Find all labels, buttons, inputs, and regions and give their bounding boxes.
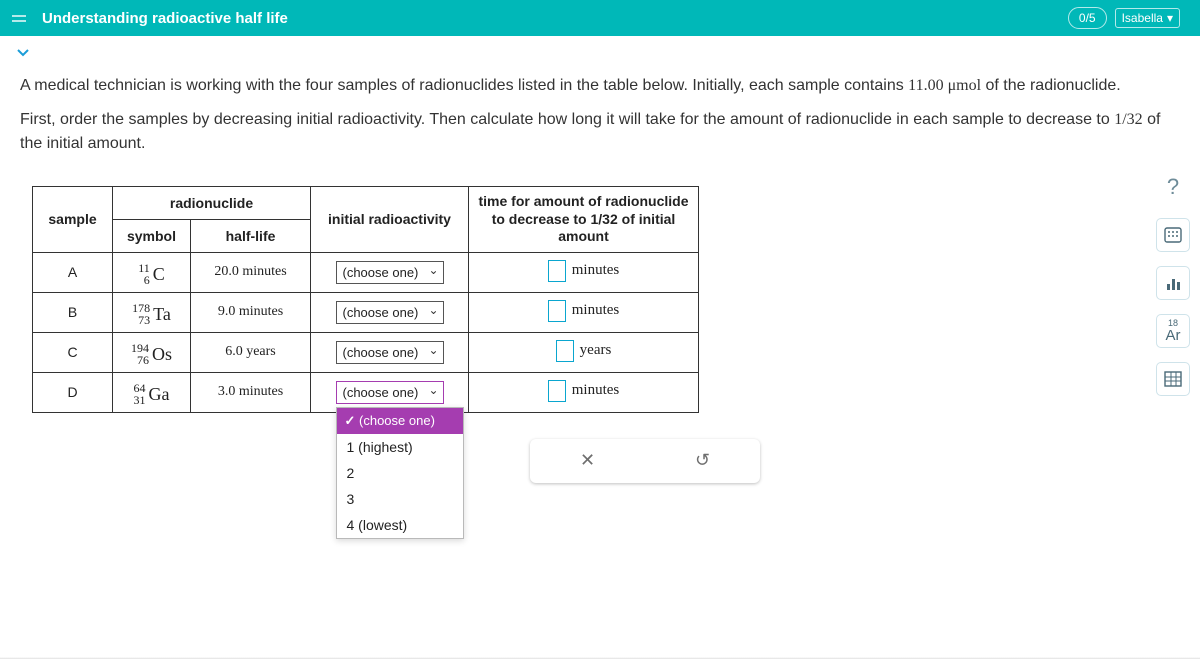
- reset-icon: ↺: [695, 450, 710, 471]
- cell-sample: C: [33, 332, 113, 372]
- time-unit: years: [580, 342, 612, 359]
- col-time: time for amount of radionuclide to decre…: [469, 187, 699, 253]
- dropdown-option[interactable]: 3: [337, 486, 463, 512]
- collapse-row: [0, 36, 1200, 68]
- cell-ira: (choose one): [311, 252, 469, 292]
- help-button[interactable]: ?: [1156, 170, 1190, 204]
- collapse-toggle[interactable]: [12, 42, 34, 64]
- page-title: Understanding radioactive half life: [42, 10, 288, 27]
- col-symbol: symbol: [113, 219, 191, 252]
- cell-sample: D: [33, 372, 113, 412]
- task-text-a: First, order the samples by decreasing i…: [20, 111, 1114, 128]
- user-name: Isabella: [1122, 11, 1163, 25]
- order-select-b[interactable]: (choose one): [336, 301, 444, 324]
- time-unit: minutes: [572, 302, 620, 319]
- time-unit: minutes: [572, 382, 620, 399]
- element-button[interactable]: 18 Ar: [1156, 314, 1190, 348]
- cell-symbol: 194 76 Os: [113, 332, 191, 372]
- dropdown-current[interactable]: (choose one): [337, 408, 463, 434]
- cell-symbol: 11 6 C: [113, 252, 191, 292]
- col-sample: sample: [33, 187, 113, 253]
- keypad-button[interactable]: [1156, 218, 1190, 252]
- ar-symbol: Ar: [1166, 328, 1181, 343]
- samples-table: sample radionuclide initial radioactivit…: [32, 186, 699, 413]
- time-input-b[interactable]: [548, 300, 566, 322]
- col-ira: initial radioactivity: [311, 187, 469, 253]
- progress-pill: 0/5: [1068, 7, 1107, 29]
- reset-button[interactable]: ↺: [684, 446, 722, 476]
- cell-halflife: 3.0 minutes: [191, 372, 311, 412]
- bars-icon: [1163, 273, 1183, 293]
- periodic-table-button[interactable]: [1156, 362, 1190, 396]
- cell-time: minutes: [469, 252, 699, 292]
- chevron-down-icon: [15, 45, 31, 61]
- user-menu[interactable]: Isabella ▾: [1115, 8, 1180, 28]
- table-row: D 64 31 Ga 3.0 minutes (choose one) (cho…: [33, 372, 699, 412]
- chevron-down-icon: ▾: [1167, 11, 1173, 25]
- table-row: C 194 76 Os 6.0 years (choose one) years: [33, 332, 699, 372]
- cell-sample: A: [33, 252, 113, 292]
- order-dropdown: (choose one) 1 (highest) 2 3 4 (lowest): [336, 407, 464, 539]
- table-row: B 178 73 Ta 9.0 minutes (choose one) min…: [33, 292, 699, 332]
- help-icon: ?: [1167, 174, 1179, 200]
- col-halflife: half-life: [191, 219, 311, 252]
- time-input-a[interactable]: [548, 260, 566, 282]
- bars-button[interactable]: [1156, 266, 1190, 300]
- topbar: Understanding radioactive half life 0/5 …: [0, 0, 1200, 36]
- table-icon: [1163, 369, 1183, 389]
- intro-text-b: of the radionuclide.: [981, 77, 1121, 94]
- close-button[interactable]: ✕: [569, 446, 607, 476]
- keypad-icon: [1163, 225, 1183, 245]
- instructions: A medical technician is working with the…: [0, 68, 1200, 186]
- dropdown-option[interactable]: 4 (lowest): [337, 512, 463, 538]
- cell-symbol: 64 31 Ga: [113, 372, 191, 412]
- drag-handle-icon[interactable]: [8, 7, 30, 29]
- cell-sample: B: [33, 292, 113, 332]
- time-input-d[interactable]: [548, 380, 566, 402]
- order-select-a[interactable]: (choose one): [336, 261, 444, 284]
- order-select-d[interactable]: (choose one) (choose one) 1 (highest) 2 …: [336, 381, 444, 404]
- time-unit: minutes: [572, 262, 620, 279]
- table-container: sample radionuclide initial radioactivit…: [0, 186, 1200, 483]
- time-input-c[interactable]: [556, 340, 574, 362]
- order-select-c[interactable]: (choose one): [336, 341, 444, 364]
- initial-amount: 11.00 μmol: [908, 77, 981, 94]
- fraction: 1/32: [1114, 108, 1142, 132]
- close-icon: ✕: [580, 450, 595, 471]
- cell-halflife: 6.0 years: [191, 332, 311, 372]
- tool-rail: ? 18 Ar: [1154, 170, 1192, 396]
- cell-halflife: 20.0 minutes: [191, 252, 311, 292]
- col-nuclide: radionuclide: [113, 187, 311, 220]
- dropdown-option[interactable]: 2: [337, 460, 463, 486]
- action-bar: ✕ ↺: [530, 439, 760, 483]
- table-row: A 11 6 C 20.0 minutes (choose one) minut…: [33, 252, 699, 292]
- intro-text-a: A medical technician is working with the…: [20, 77, 908, 94]
- cell-halflife: 9.0 minutes: [191, 292, 311, 332]
- dropdown-option[interactable]: 1 (highest): [337, 434, 463, 460]
- cell-symbol: 178 73 Ta: [113, 292, 191, 332]
